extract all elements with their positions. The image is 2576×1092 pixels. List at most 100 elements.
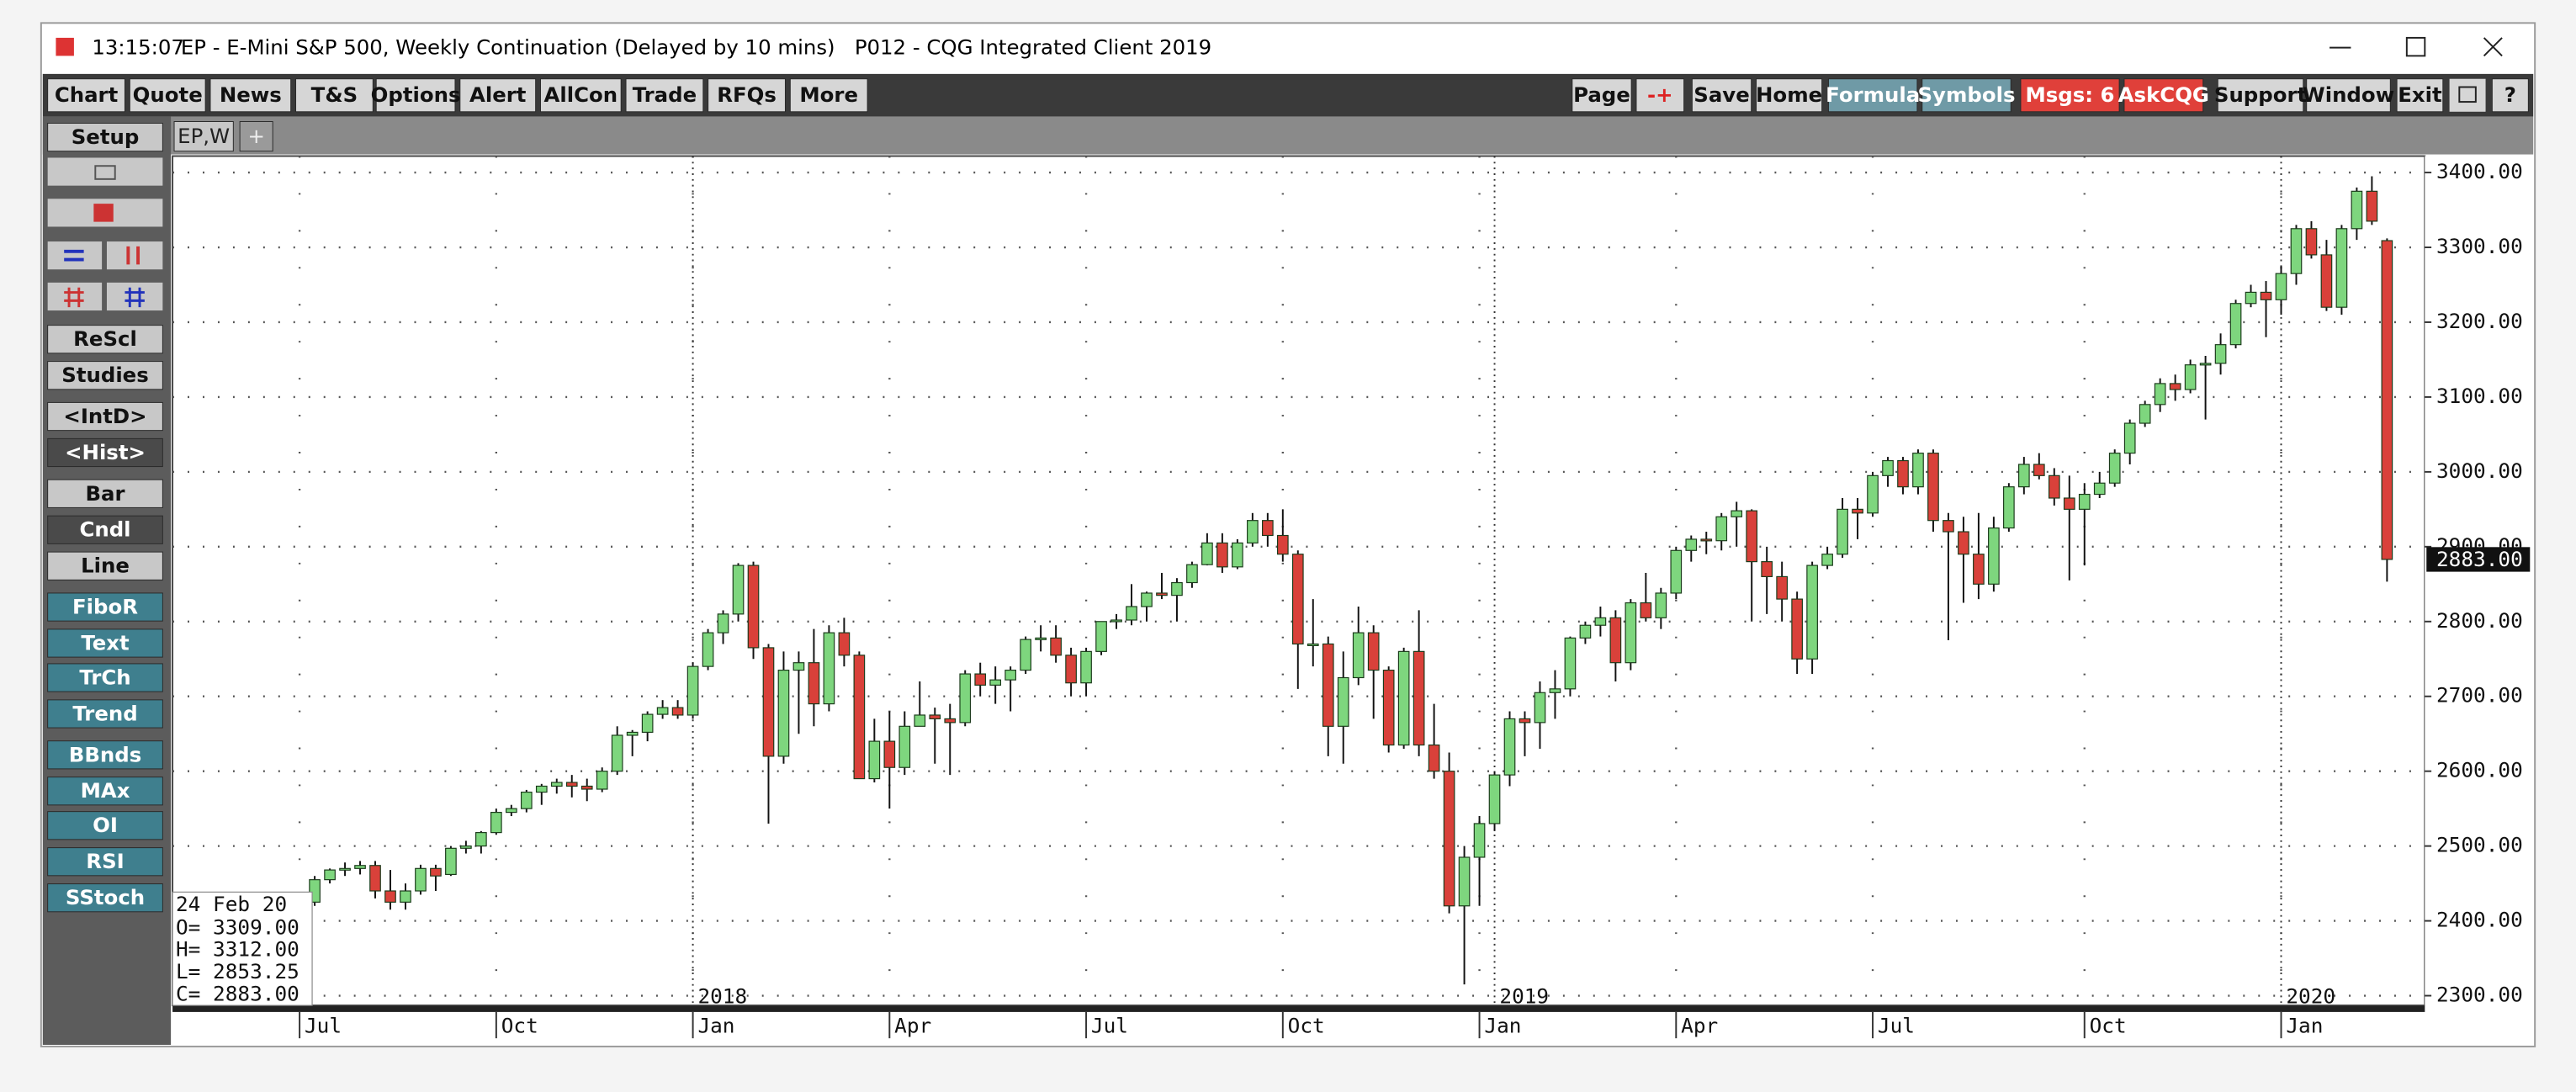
candle-body (580, 785, 593, 790)
swap-vertical-button[interactable] (106, 241, 163, 270)
sidebar-button[interactable] (47, 592, 163, 622)
toolbar-button[interactable] (625, 78, 704, 113)
candle-body (1276, 534, 1289, 555)
toolbar-button[interactable] (789, 78, 868, 113)
toolbar-button[interactable] (1756, 78, 1823, 113)
restore-icon (2458, 86, 2477, 103)
candle-body (777, 670, 790, 757)
candle-body (535, 785, 548, 793)
candle-body (883, 740, 896, 768)
toolbar-button[interactable] (1827, 78, 1918, 113)
x-tick-label: Apr (894, 1013, 931, 1037)
toolbar-button[interactable] (2123, 78, 2204, 113)
sidebar-button[interactable] (47, 361, 163, 390)
candle-body (1126, 606, 1137, 621)
toolbar-button[interactable] (209, 78, 292, 113)
toolbar-button-label: Chart (55, 82, 119, 107)
sidebar-button[interactable] (47, 777, 163, 806)
sidebar-button[interactable] (47, 847, 163, 877)
toolbar-button[interactable] (2306, 78, 2391, 113)
toolbar-button[interactable] (47, 78, 125, 113)
candle-body (339, 867, 351, 871)
restore-button[interactable] (2449, 78, 2486, 112)
candle-body (1988, 527, 2000, 585)
sidebar-button[interactable] (47, 883, 163, 913)
grid-button[interactable] (47, 282, 103, 311)
sidebar-button-label: ReScl (73, 326, 137, 351)
candle-body (1171, 581, 1183, 596)
toolbar-button[interactable] (1572, 78, 1632, 113)
y-tick-label: 2500.00 (2436, 833, 2523, 857)
toolbar-button[interactable] (129, 78, 206, 113)
candle-body (1322, 643, 1334, 727)
toolbar-button[interactable] (375, 78, 456, 113)
sidebar-button[interactable] (47, 551, 163, 580)
candle-body (1912, 453, 1924, 488)
window-title: EP - E-Mini S&P 500, Weekly Continuation… (181, 35, 1211, 60)
sidebar-button[interactable] (47, 515, 163, 544)
sidebar-button-label: Text (81, 630, 130, 655)
grid-vertical-button[interactable] (106, 282, 163, 311)
candle-body (1004, 670, 1017, 681)
toolbar-button[interactable] (295, 78, 374, 113)
tab[interactable] (239, 121, 273, 152)
sidebar-button[interactable] (47, 401, 163, 432)
sidebar-button[interactable] (47, 325, 163, 354)
candle-body (929, 714, 941, 719)
sidebar-button[interactable] (47, 663, 163, 692)
candle-body (974, 673, 987, 686)
toolbar-button[interactable] (1635, 78, 1685, 113)
tab[interactable] (173, 121, 234, 152)
close-button[interactable] (2483, 37, 2503, 57)
maximize-button[interactable] (2405, 36, 2426, 57)
year-label: 2018 (697, 983, 747, 1008)
candle-body (369, 865, 381, 892)
candle-body (959, 673, 972, 724)
toolbar-button[interactable] (2217, 78, 2304, 113)
sidebar-button[interactable] (47, 811, 163, 840)
toolbar-button[interactable] (2491, 78, 2529, 113)
candle-body (2260, 291, 2272, 300)
print-button[interactable] (47, 157, 163, 186)
toolbar-button-label: AllCon (544, 82, 618, 107)
readout-date: 24 Feb 20 (176, 892, 287, 916)
candle-body (1443, 771, 1455, 907)
candle-body (384, 890, 396, 903)
toolbar-button[interactable] (540, 78, 622, 113)
toolbar-button[interactable] (1691, 78, 1752, 113)
candle-body (656, 707, 669, 715)
toolbar-button[interactable] (1921, 78, 2012, 113)
candle-body (460, 846, 472, 849)
toolbar-button-label: Trade (633, 82, 697, 107)
candle-body (596, 771, 608, 790)
toolbar-button[interactable] (2396, 78, 2444, 113)
swap-button[interactable] (47, 241, 103, 270)
candle-body (490, 812, 502, 834)
candle-body (1549, 688, 1561, 693)
sidebar-button[interactable] (47, 437, 163, 468)
readout-line: C= 2883.00 (176, 981, 299, 1005)
toolbar-button[interactable] (708, 78, 786, 113)
toolbar-button[interactable] (459, 78, 537, 113)
candle-body (2078, 493, 2091, 510)
sidebar-button[interactable] (47, 122, 163, 152)
sidebar-button-label: Setup (72, 125, 140, 149)
sidebar-button[interactable] (47, 740, 163, 770)
candle-body (1247, 520, 1259, 543)
candle-body (1367, 632, 1380, 671)
sidebar-button[interactable] (47, 628, 163, 658)
candle-body (2184, 364, 2197, 390)
sidebar-button[interactable] (47, 479, 163, 508)
candle-body (1488, 774, 1501, 824)
toolbar-button-label: Formula (1826, 82, 1920, 107)
readout-line: L= 2853.25 (176, 959, 299, 983)
toolbar-button-label: Home (1756, 82, 1822, 107)
candle-body (1110, 619, 1122, 623)
x-tick-label: Jan (1484, 1013, 1521, 1037)
candle-body (1700, 538, 1713, 542)
candle-body (2063, 497, 2075, 510)
sidebar-button[interactable] (47, 699, 163, 729)
candle-body (914, 714, 926, 727)
toolbar-button[interactable] (2020, 78, 2120, 113)
sidebar-button-label: Line (81, 554, 130, 578)
